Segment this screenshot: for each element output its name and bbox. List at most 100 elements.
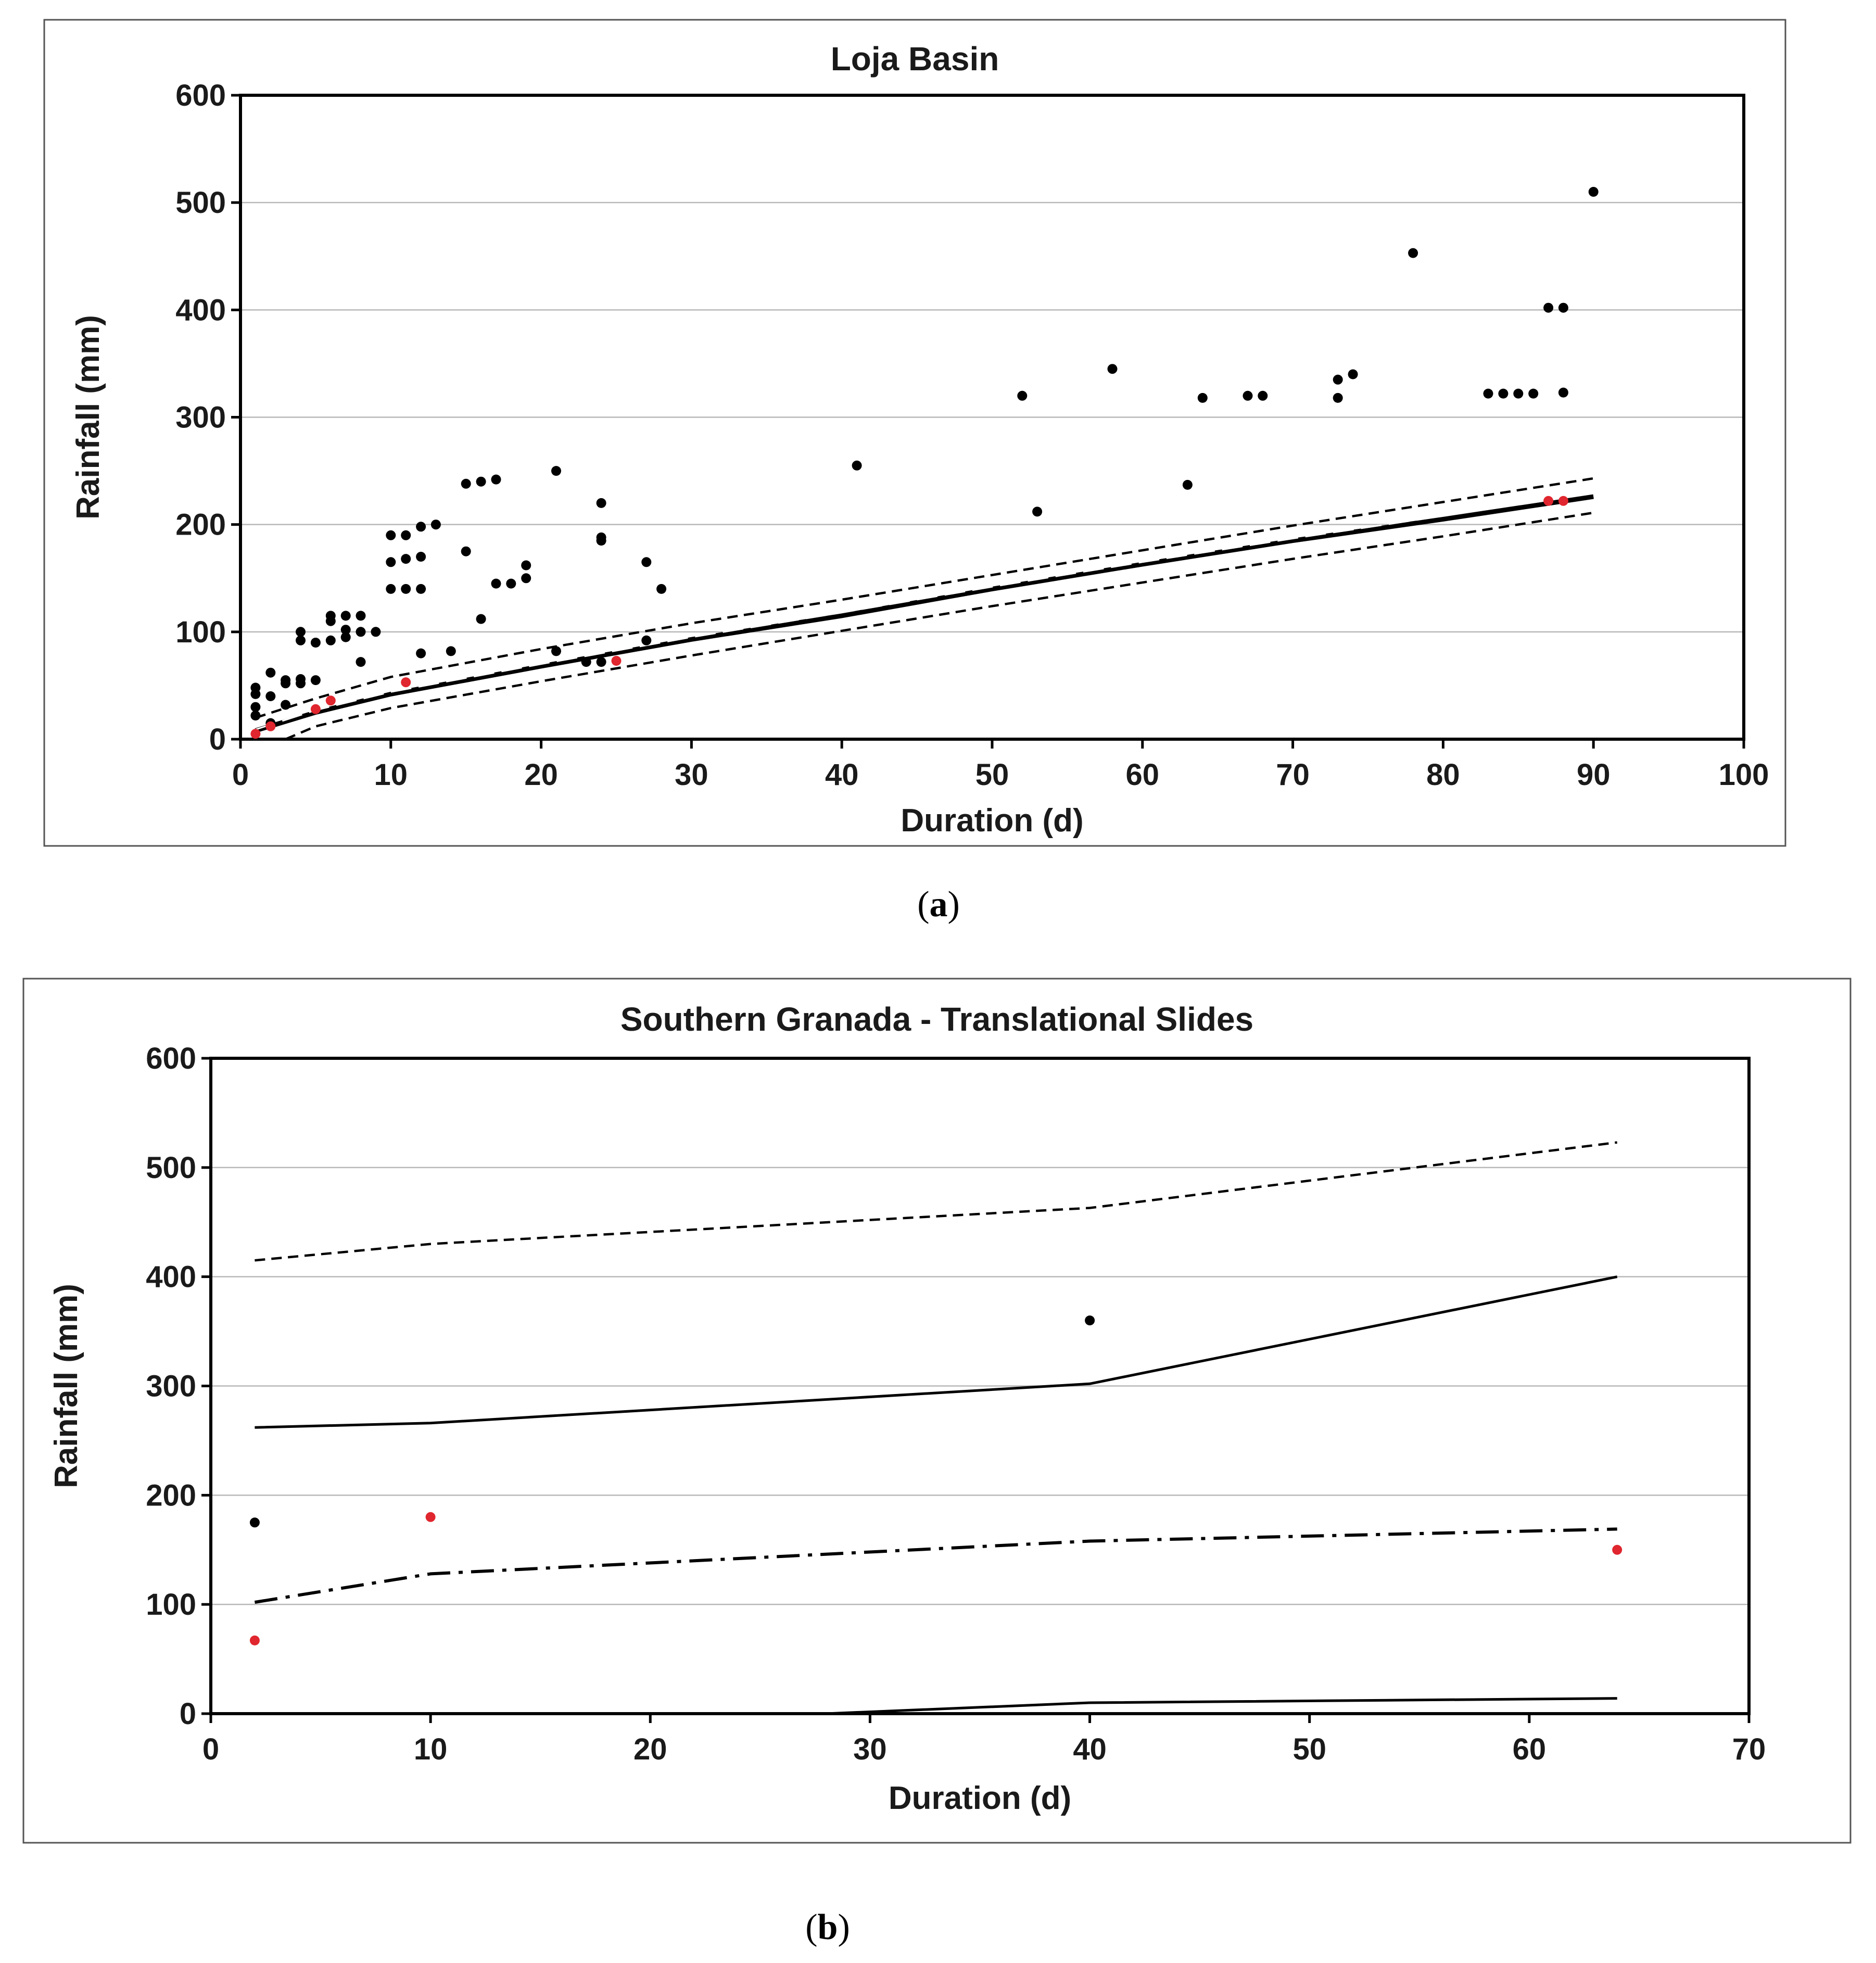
x-tick-label: 40 — [825, 758, 859, 792]
data-point — [1085, 1315, 1095, 1326]
x-axis-label: Duration (d) — [901, 803, 1083, 839]
y-tick-label: 100 — [175, 615, 226, 649]
chart-title: Southern Granada - Translational Slides — [620, 1001, 1253, 1038]
data-point — [401, 554, 411, 564]
data-point — [596, 657, 606, 667]
data-point — [476, 614, 486, 624]
data-point — [401, 584, 411, 594]
data-point — [281, 678, 291, 689]
data-point-highlighted — [310, 704, 321, 714]
x-tick-label: 30 — [853, 1732, 887, 1766]
x-axis-label: Duration (d) — [889, 1780, 1071, 1816]
data-point-highlighted — [401, 677, 411, 688]
data-point — [386, 584, 396, 594]
series-line-lower-solid — [255, 1697, 1617, 1714]
x-tick-label: 90 — [1577, 758, 1611, 792]
y-tick-label: 200 — [175, 508, 226, 542]
data-point — [386, 530, 396, 540]
y-tick-label: 500 — [175, 186, 226, 220]
data-point — [265, 691, 276, 701]
data-point — [551, 466, 561, 476]
data-point — [1558, 387, 1568, 398]
y-tick-label: 400 — [175, 293, 226, 327]
data-point — [1498, 388, 1509, 399]
series-line-lower-bound — [285, 511, 1594, 739]
data-point — [296, 627, 306, 637]
data-point — [521, 560, 531, 571]
y-tick-label: 0 — [209, 723, 226, 756]
data-point-highlighted — [325, 695, 336, 706]
x-tick-label: 10 — [414, 1732, 448, 1766]
y-tick-label: 300 — [146, 1370, 196, 1403]
data-point — [416, 552, 426, 562]
x-tick-label: 50 — [1292, 1732, 1326, 1766]
y-tick-label: 600 — [146, 1042, 196, 1075]
series-line-upper-bound — [255, 477, 1594, 719]
data-point — [852, 460, 862, 471]
data-point — [551, 646, 561, 656]
data-point — [521, 573, 531, 584]
data-point — [1333, 392, 1343, 403]
chart-frame — [43, 19, 1786, 847]
data-point — [310, 675, 321, 686]
data-point — [1588, 187, 1599, 197]
data-point — [1182, 479, 1193, 490]
y-tick-label: 600 — [175, 79, 226, 112]
data-point — [1017, 390, 1028, 401]
data-point — [249, 1517, 260, 1528]
data-point — [416, 648, 426, 658]
x-tick-label: 30 — [675, 758, 708, 792]
data-point — [1333, 374, 1343, 385]
data-point — [250, 689, 261, 699]
x-tick-label: 20 — [633, 1732, 667, 1766]
data-point — [1408, 248, 1418, 258]
data-point — [1513, 388, 1524, 399]
data-point-highlighted — [425, 1512, 436, 1522]
data-point — [1243, 390, 1253, 401]
x-tick-label: 50 — [975, 758, 1009, 792]
data-point — [416, 522, 426, 532]
x-tick-label: 10 — [374, 758, 408, 792]
y-tick-label: 200 — [146, 1478, 196, 1512]
data-point — [386, 557, 396, 567]
data-point-highlighted — [250, 729, 261, 739]
data-point — [296, 678, 306, 689]
series-line-upper-solid — [255, 1275, 1618, 1429]
x-tick-label: 20 — [524, 758, 558, 792]
chart-title: Loja Basin — [831, 40, 999, 78]
data-point — [356, 627, 366, 637]
data-point — [1483, 388, 1493, 399]
chart-a: Loja Basin 0 100 200 300 400 500 600 0 10 20 30 40 50… — [43, 19, 1786, 847]
data-point — [1032, 506, 1043, 517]
data-point — [340, 611, 351, 621]
data-point — [461, 478, 471, 489]
data-point — [506, 578, 516, 589]
data-point — [310, 638, 321, 648]
data-point — [461, 546, 471, 556]
data-point — [281, 700, 291, 710]
data-point — [1258, 390, 1268, 401]
data-point — [325, 616, 336, 626]
data-point-highlighted — [611, 656, 622, 666]
data-point — [641, 635, 652, 645]
x-tick-label: 60 — [1513, 1732, 1547, 1766]
chart-b: Southern Granada - Translational Slides 0… — [22, 978, 1852, 1844]
x-tick-label: 60 — [1126, 758, 1160, 792]
data-point — [340, 632, 351, 642]
data-point — [371, 627, 381, 637]
x-tick-label: 70 — [1732, 1732, 1766, 1766]
y-axis-label: Rainfall (mm) — [70, 315, 106, 520]
data-point — [1197, 392, 1208, 403]
y-tick-label: 400 — [146, 1260, 196, 1294]
data-point — [596, 498, 606, 508]
data-point — [250, 702, 261, 712]
data-point-highlighted — [1543, 496, 1554, 506]
data-point — [265, 667, 276, 678]
data-point — [1528, 388, 1539, 399]
figure-caption: (a) — [917, 884, 960, 924]
data-point — [325, 635, 336, 645]
data-point — [491, 578, 501, 589]
data-point — [296, 635, 306, 645]
x-tick-label: 0 — [232, 758, 249, 792]
